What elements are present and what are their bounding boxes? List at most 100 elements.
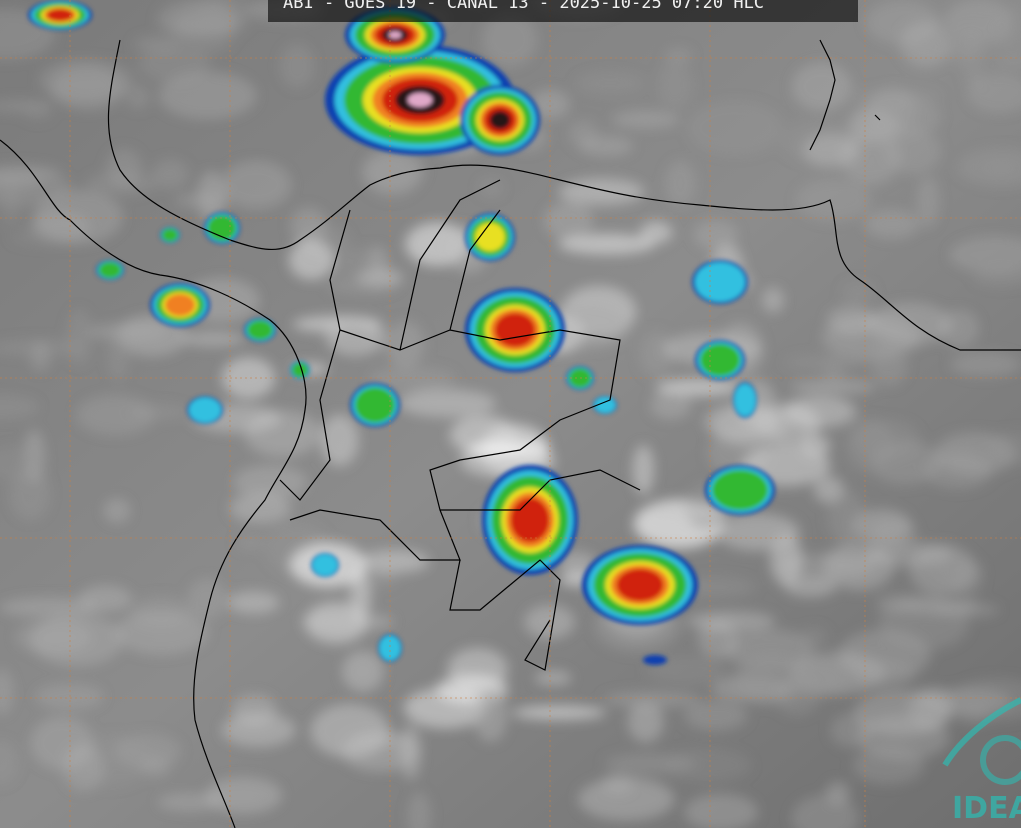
cloud	[655, 378, 741, 397]
cloud	[575, 72, 645, 94]
cloud	[158, 71, 257, 120]
cloud	[30, 613, 124, 666]
cloud	[558, 233, 656, 255]
cloud	[325, 247, 386, 276]
cloud	[799, 626, 829, 647]
storm-ring	[165, 294, 195, 316]
cloud	[334, 322, 371, 347]
cloud	[466, 442, 549, 457]
cloud	[864, 209, 920, 239]
logo-swoosh	[942, 697, 1021, 767]
cloud	[320, 414, 359, 467]
cloud	[359, 549, 430, 574]
cloud	[693, 220, 738, 250]
cloud	[967, 73, 1021, 114]
cloud	[386, 321, 425, 369]
cloud	[657, 60, 693, 109]
cloud	[869, 518, 917, 549]
cloud	[200, 0, 253, 35]
storm-ring	[388, 31, 402, 39]
storm-ring	[162, 228, 178, 242]
cloud	[126, 84, 151, 110]
cloud	[473, 687, 508, 742]
cloud	[75, 394, 156, 436]
coastline	[107, 39, 1021, 351]
cloud	[734, 655, 811, 705]
storm-ring	[355, 387, 395, 423]
storm-ring	[734, 383, 756, 417]
cloud	[0, 99, 53, 113]
cloud	[830, 713, 871, 748]
cloud	[987, 431, 1021, 466]
cloud	[512, 705, 606, 720]
cloud	[632, 444, 655, 495]
cloud	[611, 110, 680, 129]
cloud	[85, 172, 159, 195]
cloud	[664, 160, 697, 207]
cloud	[686, 611, 776, 632]
storm-ring	[247, 320, 273, 340]
cloud	[865, 0, 939, 45]
cloud	[650, 391, 692, 420]
cloud	[546, 302, 631, 349]
cloud	[221, 712, 296, 747]
cloud	[558, 551, 597, 574]
cloud	[180, 331, 245, 347]
cloud	[932, 556, 984, 589]
storm-ring	[643, 655, 667, 665]
cloud	[133, 35, 184, 52]
cloud	[852, 419, 921, 460]
storm-ring	[475, 222, 505, 252]
cloud	[481, 12, 538, 67]
cloud	[221, 160, 292, 209]
cloud	[10, 228, 98, 246]
cloud	[78, 585, 133, 612]
coastline	[0, 139, 307, 828]
storm-ring	[47, 9, 73, 21]
cloud	[227, 591, 280, 614]
cloud	[107, 325, 129, 381]
cloud	[86, 323, 168, 341]
storm-ring	[495, 313, 535, 347]
cloud	[849, 114, 894, 142]
header-title: ABI - GOES 19 - CANAL 13 - 2025-10-25 07…	[283, 0, 764, 13]
cloud	[157, 792, 223, 812]
cloud	[800, 434, 831, 457]
cloud	[878, 595, 969, 651]
cloud	[852, 746, 925, 785]
cloud	[577, 777, 675, 821]
cloud	[686, 100, 783, 156]
cloud	[0, 740, 19, 785]
cloud	[851, 657, 917, 690]
cloud	[368, 366, 456, 391]
cloud	[534, 670, 572, 686]
cloud	[923, 451, 992, 490]
cloud	[229, 492, 292, 524]
cloud	[279, 43, 315, 89]
cloud	[398, 389, 497, 418]
cloud	[795, 179, 873, 222]
cloud	[342, 651, 384, 692]
cloud	[38, 59, 134, 101]
logo-text: IDEA	[952, 791, 1021, 826]
cloud	[782, 395, 857, 428]
cloud	[479, 179, 503, 196]
cloud	[301, 612, 395, 631]
cloud	[870, 346, 908, 387]
cloud	[30, 341, 51, 372]
storm-ring	[594, 396, 616, 414]
cloud	[187, 578, 227, 620]
cloud	[103, 498, 131, 523]
cloud	[716, 513, 800, 551]
cloud	[992, 56, 1021, 69]
cloud	[683, 793, 759, 828]
cloud	[949, 352, 1021, 377]
cloud	[646, 655, 725, 685]
cloud	[205, 776, 283, 814]
cloud	[949, 236, 1021, 274]
cloud	[0, 597, 99, 618]
cloud	[639, 221, 673, 244]
storm-ring	[510, 498, 550, 542]
